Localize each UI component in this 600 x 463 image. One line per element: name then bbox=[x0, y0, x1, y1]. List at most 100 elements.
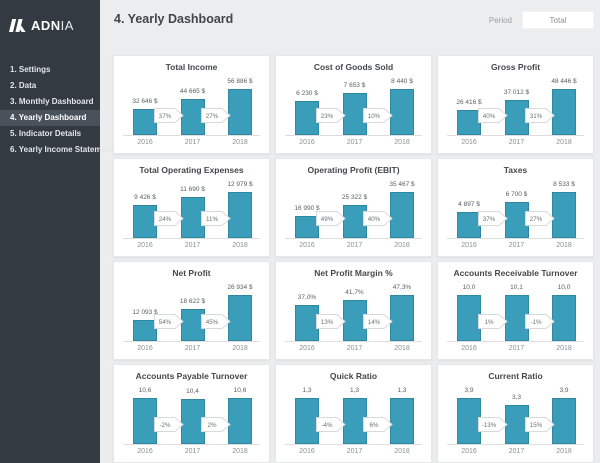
svg-text:40%: 40% bbox=[483, 113, 496, 120]
change-arrow-badge: -1% bbox=[525, 314, 556, 329]
x-axis-line bbox=[447, 135, 584, 136]
chart-title: Taxes bbox=[503, 165, 528, 175]
value-label: 56 886 $ bbox=[227, 78, 253, 85]
chart-card: Accounts Payable Turnover 10,6 2016 10,4 201… bbox=[113, 364, 270, 463]
year-label: 2017 bbox=[508, 345, 525, 352]
sidebar-item-3[interactable]: 3. Monthly Dashboard bbox=[10, 97, 94, 106]
svg-text:49%: 49% bbox=[321, 216, 334, 223]
change-arrow-badge: 49% bbox=[315, 211, 346, 226]
value-label: 3,9 bbox=[559, 387, 569, 394]
year-label: 2018 bbox=[232, 242, 248, 249]
svg-text:24%: 24% bbox=[159, 216, 172, 223]
change-arrow-badge: 27% bbox=[525, 211, 556, 226]
value-label: 16 990 $ bbox=[294, 205, 320, 212]
change-arrow-badge: 45% bbox=[201, 314, 232, 329]
chart-title: Gross Profit bbox=[490, 62, 541, 72]
bar-2017 bbox=[180, 399, 205, 444]
change-arrow-badge: 11% bbox=[201, 211, 232, 226]
bar-2016 bbox=[295, 101, 319, 135]
change-arrow-badge: 15% bbox=[525, 417, 556, 432]
year-label: 2016 bbox=[137, 242, 153, 249]
sidebar-item-5[interactable]: 5. Indicator Details bbox=[10, 129, 82, 138]
bar-2018 bbox=[390, 295, 414, 341]
sidebar: ADNIA 1. Settings 2. Data 3. Monthly Dashb… bbox=[0, 0, 114, 463]
period-select[interactable]: Total bbox=[522, 11, 594, 29]
svg-text:-1%: -1% bbox=[531, 319, 543, 326]
chart-title: Operating Profit (EBIT) bbox=[307, 165, 400, 175]
sidebar-item-6[interactable]: 6. Yearly Income Statement bbox=[10, 145, 114, 154]
bar-2018 bbox=[228, 295, 252, 341]
value-label: 7 653 $ bbox=[343, 82, 366, 89]
svg-text:37%: 37% bbox=[483, 216, 496, 223]
value-label: 47,3% bbox=[392, 284, 412, 291]
year-label: 2017 bbox=[346, 139, 363, 146]
value-label: 3,3 bbox=[511, 394, 522, 401]
change-arrow-badge: 10% bbox=[363, 108, 394, 123]
logo-text-bold: ADN bbox=[31, 17, 61, 33]
year-label: 2018 bbox=[394, 139, 410, 146]
value-label: 26 416 $ bbox=[456, 99, 482, 106]
bar-2016 bbox=[295, 216, 319, 238]
chart-title: Current Ratio bbox=[488, 371, 543, 381]
year-label: 2018 bbox=[394, 242, 410, 249]
year-label: 2017 bbox=[346, 448, 363, 455]
svg-text:2%: 2% bbox=[208, 422, 217, 429]
change-arrow-badge: -4% bbox=[315, 417, 346, 432]
x-axis-line bbox=[447, 238, 584, 239]
change-arrow-badge: 14% bbox=[363, 314, 394, 329]
value-label: 10,1 bbox=[510, 284, 523, 291]
change-arrow-badge: 54% bbox=[153, 314, 184, 329]
x-axis-line bbox=[285, 341, 422, 342]
year-label: 2017 bbox=[184, 242, 201, 249]
x-axis-line bbox=[123, 238, 260, 239]
year-label: 2016 bbox=[137, 139, 153, 146]
year-label: 2018 bbox=[556, 345, 572, 352]
chart-card: Net Profit 12 093 $ 2016 18 622 $ 2017 26 934… bbox=[113, 261, 270, 360]
svg-text:40%: 40% bbox=[368, 216, 381, 223]
value-label: 37 012 $ bbox=[503, 89, 530, 96]
year-label: 2018 bbox=[232, 448, 248, 455]
sidebar-item-4[interactable]: 4. Yearly Dashboard bbox=[0, 110, 100, 126]
chart-card: Operating Profit (EBIT) 16 990 $ 2016 25 32… bbox=[275, 158, 432, 257]
svg-text:-2%: -2% bbox=[159, 422, 171, 429]
chart-card: Net Profit Margin % 37,0% 2016 41,7% 2017 47,… bbox=[275, 261, 432, 360]
chart-title: Accounts Payable Turnover bbox=[135, 371, 248, 381]
svg-text:45%: 45% bbox=[206, 319, 219, 326]
value-label: 10,0 bbox=[557, 284, 571, 291]
chart-title: Quick Ratio bbox=[329, 371, 378, 381]
svg-text:23%: 23% bbox=[321, 113, 334, 120]
year-label: 2018 bbox=[232, 345, 248, 352]
logo: ADNIA bbox=[0, 0, 100, 50]
bar-2018 bbox=[390, 192, 414, 238]
bar-2017 bbox=[342, 205, 367, 238]
x-axis-line bbox=[285, 238, 422, 239]
chart-card: Total Operating Expenses 9 426 $ 2016 11 69… bbox=[113, 158, 270, 257]
year-label: 2016 bbox=[299, 139, 315, 146]
sidebar-item-1[interactable]: 1. Settings bbox=[10, 65, 51, 74]
chart-title: Cost of Goods Sold bbox=[313, 62, 394, 72]
chart-card: Total Income 32 646 $ 2016 44 665 $ 2017 56 8… bbox=[113, 55, 270, 154]
chart-card: Taxes 4 897 $ 2016 6 700 $ 2017 8 533 $ 2018 37… bbox=[437, 158, 594, 257]
chart-card: Cost of Goods Sold 6 230 $ 2016 7 653 $ 2017… bbox=[275, 55, 432, 154]
year-label: 2018 bbox=[232, 139, 248, 146]
change-arrow-badge: 1% bbox=[477, 314, 508, 329]
year-label: 2017 bbox=[184, 448, 201, 455]
value-label: 12 979 $ bbox=[227, 181, 253, 188]
year-label: 2018 bbox=[556, 139, 572, 146]
bar-2018 bbox=[552, 89, 576, 135]
year-label: 2018 bbox=[394, 448, 410, 455]
year-label: 2016 bbox=[137, 448, 153, 455]
change-arrow-badge: -2% bbox=[153, 417, 184, 432]
bar-2016 bbox=[457, 110, 481, 135]
change-arrow-badge: 27% bbox=[201, 108, 232, 123]
chart-title: Accounts Receivable Turnover bbox=[453, 268, 578, 278]
year-label: 2017 bbox=[508, 448, 525, 455]
value-label: 4 897 $ bbox=[458, 201, 480, 208]
value-label: 48 446 $ bbox=[551, 78, 577, 85]
year-label: 2016 bbox=[461, 345, 477, 352]
sidebar-item-2[interactable]: 2. Data bbox=[10, 81, 37, 90]
svg-text:14%: 14% bbox=[368, 319, 381, 326]
value-label: 25 322 $ bbox=[341, 194, 368, 201]
value-label: 37,0% bbox=[297, 294, 317, 301]
